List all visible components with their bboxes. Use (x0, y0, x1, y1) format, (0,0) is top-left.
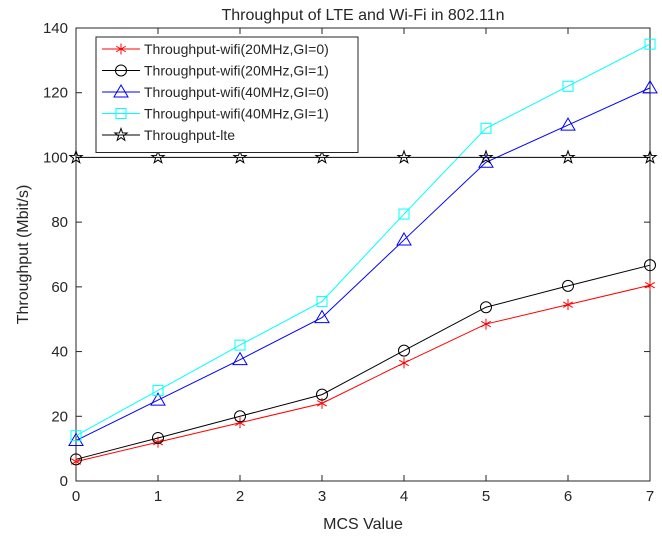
data-point (560, 149, 576, 164)
legend-item: Throughput-wifi(20MHz,GI=1) (102, 63, 329, 79)
y-tick-label: 60 (51, 279, 68, 296)
data-point (560, 117, 576, 131)
data-point (152, 384, 164, 396)
legend-swatch-marker (115, 43, 127, 55)
legend-swatch-marker (113, 84, 129, 98)
y-tick-label: 100 (43, 149, 68, 166)
legend-label: Throughput-wifi(20MHz,GI=1) (144, 63, 329, 79)
series-line (75, 284, 651, 463)
legend-label: Throughput-wifi(40MHz,GI=1) (144, 106, 329, 122)
y-tick-label: 20 (51, 408, 68, 425)
data-point (150, 149, 166, 164)
data-point (316, 295, 328, 307)
x-tick-label: 7 (646, 488, 654, 505)
data-point (70, 453, 82, 466)
data-point (232, 149, 248, 164)
x-tick-label: 3 (318, 488, 326, 505)
x-axis-ticks: 0 1 2 3 4 5 6 7 (72, 28, 654, 505)
data-point (314, 149, 330, 164)
legend-swatch-marker (115, 64, 127, 77)
data-point (642, 79, 658, 94)
data-point (396, 149, 412, 164)
data-point (642, 149, 658, 164)
series-5 (68, 149, 658, 164)
data-point (398, 208, 410, 220)
data-point (562, 279, 574, 292)
data-point (478, 149, 494, 164)
x-axis-label: MCS Value (323, 516, 403, 533)
x-tick-label: 6 (564, 488, 572, 505)
series-3 (68, 79, 658, 447)
legend-box (95, 36, 359, 153)
legend-item: Throughput-wifi(40MHz,GI=0) (102, 84, 329, 100)
series-line (75, 87, 651, 441)
x-tick-label: 1 (154, 488, 162, 505)
data-point (480, 301, 492, 314)
y-tick-label: 80 (51, 214, 68, 231)
data-point (396, 231, 412, 246)
data-point (398, 344, 410, 357)
data-point (70, 430, 82, 442)
data-point (68, 149, 84, 164)
data-point (234, 410, 246, 423)
legend-label: Throughput-wifi(40MHz,GI=0) (144, 84, 329, 100)
series-line (75, 43, 651, 437)
legend-item: Throughput-lte (102, 126, 235, 143)
data-point (314, 309, 330, 324)
data-point (150, 392, 166, 406)
data-point (644, 38, 656, 50)
series-layer (68, 38, 658, 468)
data-point (644, 259, 656, 272)
data-point (480, 122, 492, 134)
data-point (644, 279, 656, 291)
y-axis-label: Throughput (Mbit/s) (15, 185, 32, 325)
legend-swatch-marker (113, 126, 129, 142)
legend-item: Throughput-wifi(40MHz,GI=1) (102, 106, 329, 122)
data-point (480, 318, 492, 330)
data-point (316, 388, 328, 401)
data-point (152, 436, 164, 448)
series-2 (70, 259, 656, 466)
y-tick-label: 120 (43, 85, 68, 102)
x-tick-label: 5 (482, 488, 490, 505)
chart-title: Throughput of LTE and Wi-Fi in 802.11n (221, 7, 504, 24)
data-point (152, 431, 164, 444)
y-tick-label: 140 (43, 20, 68, 37)
data-point (562, 80, 574, 92)
data-point (68, 432, 84, 447)
x-tick-label: 4 (400, 488, 408, 505)
data-point (562, 299, 574, 311)
legend-swatch-marker (115, 108, 127, 119)
legend-item: Throughput-wifi(20MHz,GI=0) (102, 41, 329, 57)
x-tick-label: 2 (236, 488, 244, 505)
x-tick-label: 0 (72, 488, 80, 505)
data-point (232, 351, 248, 366)
y-tick-label: 40 (51, 344, 68, 361)
legend-label: Throughput-wifi(20MHz,GI=0) (144, 41, 329, 57)
data-point (398, 357, 410, 369)
series-line (75, 264, 651, 460)
y-axis-ticks: 0 20 40 60 80 100 120 140 (43, 20, 650, 490)
series-1 (70, 279, 656, 468)
legend: Throughput-wifi(20MHz,GI=0) Throughput-wi… (95, 36, 359, 153)
y-tick-label: 0 (60, 473, 68, 490)
series-4 (70, 38, 656, 442)
legend-label: Throughput-lte (144, 127, 235, 143)
data-point (234, 339, 246, 351)
